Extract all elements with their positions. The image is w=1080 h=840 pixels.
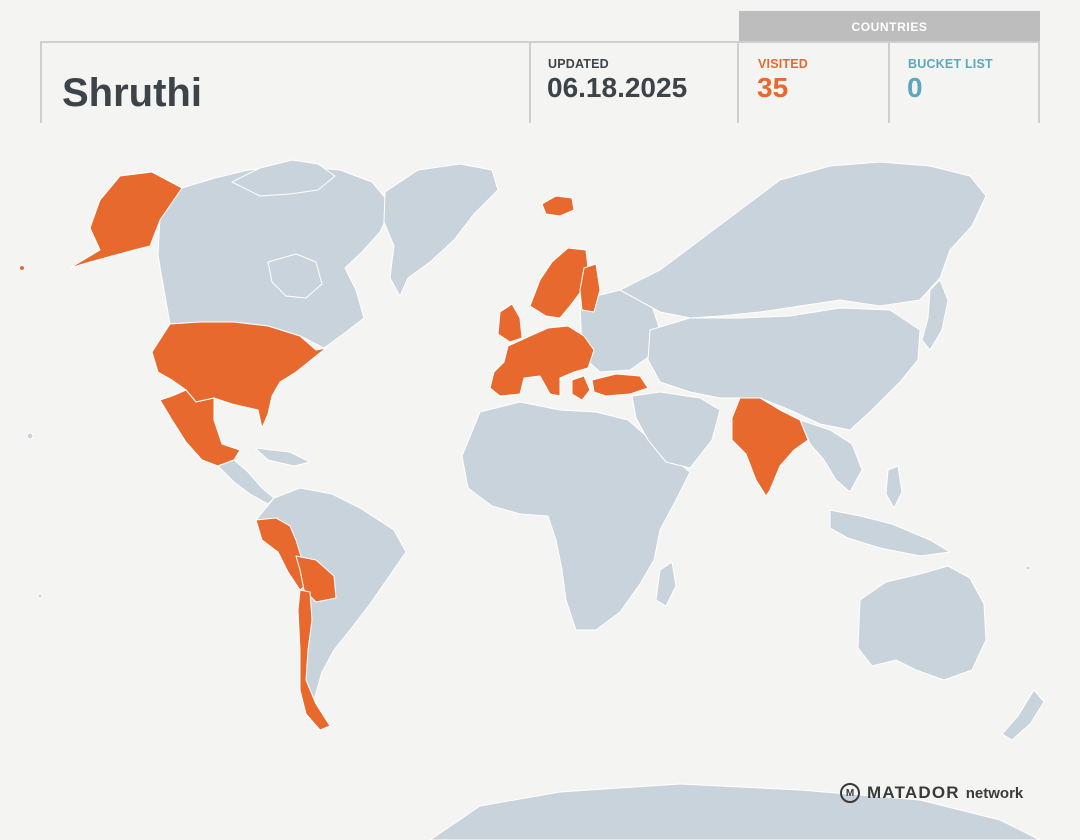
russia-north-asia xyxy=(619,161,987,319)
indonesia xyxy=(829,509,951,557)
matador-m-icon: M xyxy=(840,783,860,803)
bolivia xyxy=(295,555,337,603)
visited-count: 35 xyxy=(757,72,789,103)
central-america xyxy=(217,459,275,505)
philippines xyxy=(885,465,903,509)
iceland xyxy=(541,195,575,217)
logo-brand: MATADOR xyxy=(867,783,960,802)
bucket-list-count: 0 xyxy=(907,72,923,103)
stats-header: Shruthi UPDATED 06.18.2025 VISITED 35 BU… xyxy=(40,41,1040,123)
divider xyxy=(40,43,42,123)
turkey xyxy=(591,373,649,397)
greenland xyxy=(383,163,499,297)
divider xyxy=(888,43,890,123)
central-asia-china xyxy=(647,307,921,431)
cuba-caribbean xyxy=(254,447,311,467)
madagascar xyxy=(655,561,677,607)
divider xyxy=(737,43,739,123)
united-kingdom-ireland xyxy=(497,303,523,343)
divider xyxy=(1038,43,1040,123)
norway-sweden xyxy=(529,247,589,319)
alaska xyxy=(69,171,183,269)
countries-header: COUNTRIES xyxy=(739,11,1040,42)
profile-name: Shruthi xyxy=(62,71,202,115)
hudson-bay xyxy=(267,253,323,299)
western-europe xyxy=(489,325,595,397)
mexico xyxy=(159,389,241,467)
visited-label: VISITED xyxy=(758,57,809,71)
antarctica xyxy=(429,783,1041,840)
united-states xyxy=(151,321,327,429)
chile xyxy=(297,589,331,731)
logo-suffix: network xyxy=(965,784,1024,802)
divider xyxy=(529,43,531,123)
new-zealand xyxy=(1001,689,1045,741)
africa xyxy=(461,401,691,631)
greece xyxy=(571,375,591,401)
india xyxy=(731,397,809,497)
updated-label: UPDATED xyxy=(548,57,609,71)
middle-east xyxy=(631,391,721,469)
canadian-arctic-islands xyxy=(231,159,336,197)
bucket-list-label: BUCKET LIST xyxy=(908,57,993,71)
finland xyxy=(579,263,601,313)
australia xyxy=(857,565,987,681)
southeast-asia xyxy=(799,419,863,493)
japan xyxy=(921,279,949,351)
matador-network-logo: M MATADOR network xyxy=(840,783,1023,803)
updated-date: 06.18.2025 xyxy=(547,72,688,103)
